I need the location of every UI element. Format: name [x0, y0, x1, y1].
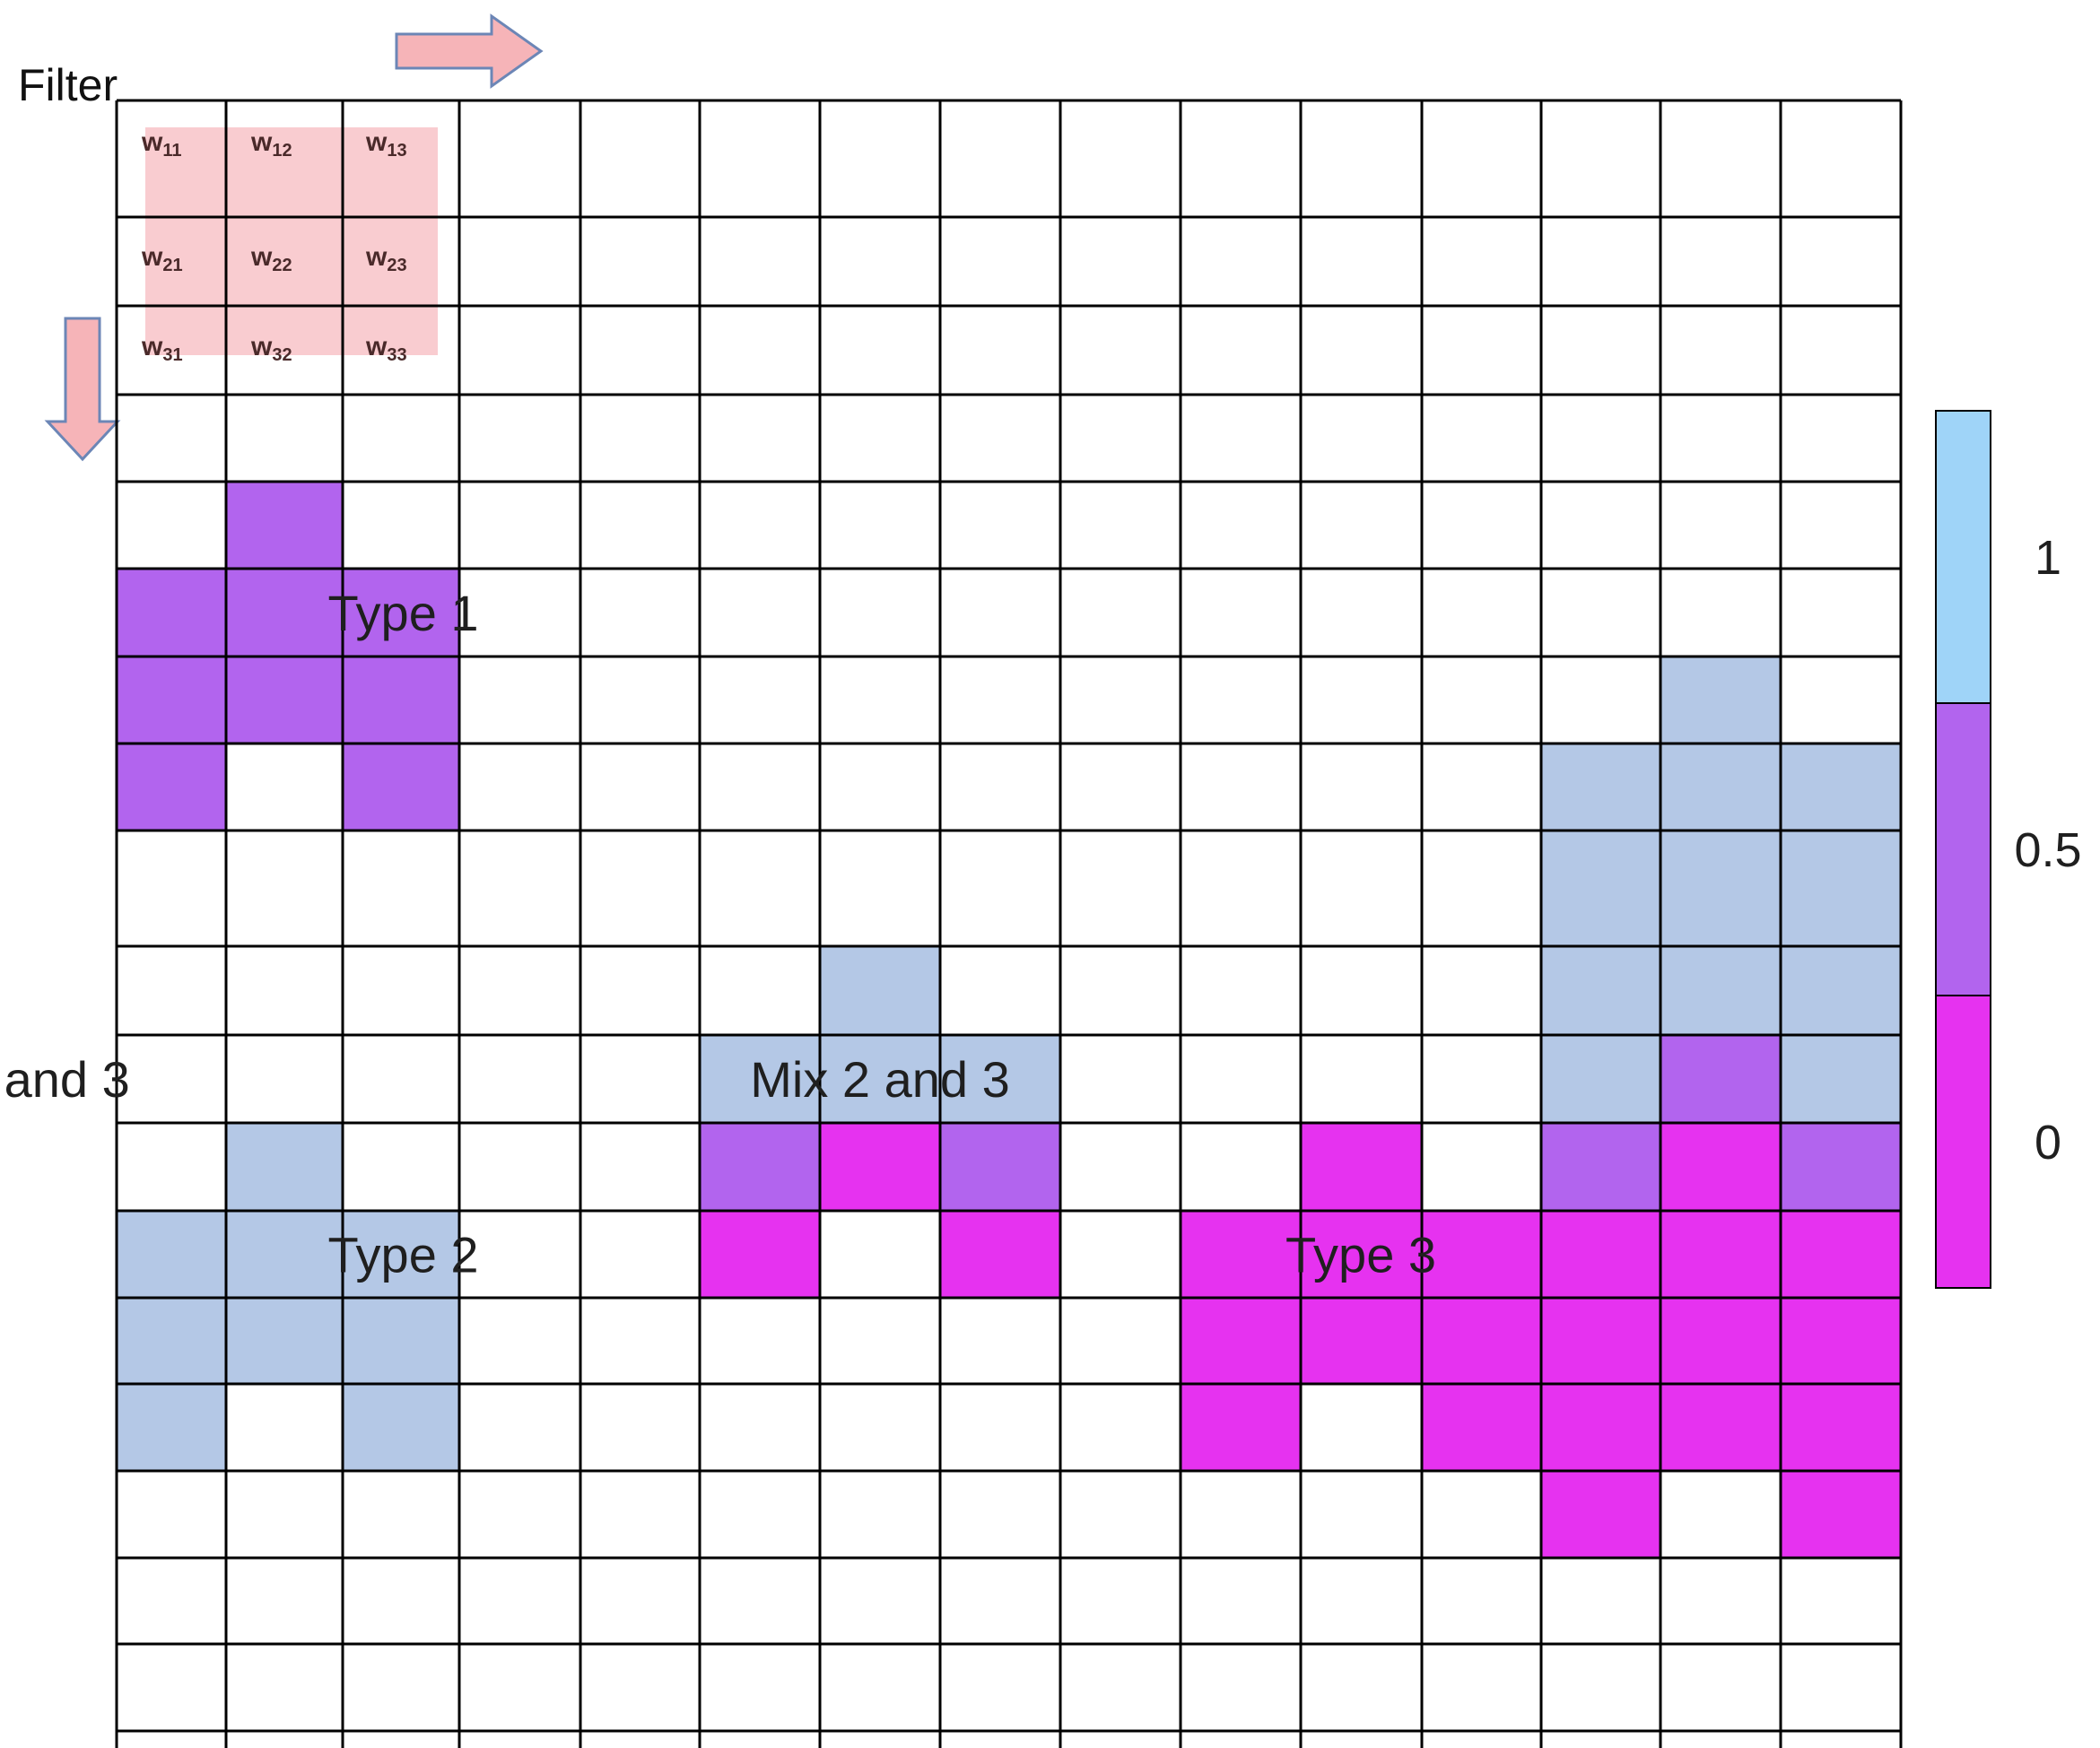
grid-cell: [1541, 831, 1660, 946]
filter-title: Filter: [18, 60, 118, 110]
filter-overlay: [145, 127, 438, 355]
grid-cell: [343, 1384, 459, 1471]
grid-cell: [1301, 1211, 1422, 1298]
region-label: Type 1: [327, 585, 478, 641]
grid-cell: [117, 1384, 226, 1471]
region-label: Mix 2 and 3: [0, 1051, 130, 1108]
grid-cell: [1541, 946, 1660, 1035]
grid-cell: [1660, 1298, 1781, 1384]
grid-cell: [940, 1035, 1060, 1123]
grid-cell: [117, 657, 226, 744]
grid-cell: [940, 1123, 1060, 1211]
colorbar-label: 1: [2035, 531, 2061, 585]
grid-cell: [1781, 1471, 1901, 1558]
grid-cell: [1660, 1384, 1781, 1471]
grid-cell: [343, 744, 459, 831]
grid-cell: [700, 1211, 820, 1298]
colorbar-segment: [1935, 702, 1991, 996]
grid-cell: [1541, 1211, 1660, 1298]
grid-cell: [1301, 1298, 1422, 1384]
filter-weight: w32: [250, 332, 292, 365]
grid-cell: [820, 1035, 940, 1123]
grid-cell: [343, 1298, 459, 1384]
region-labels: Type 1 Type 2 Mix 2 and 3 Type 3 Mix 2 and 3: [0, 585, 1436, 1283]
grid-cell: [1660, 744, 1781, 831]
grid-cell: [1660, 946, 1781, 1035]
grid-cell: [1781, 1035, 1901, 1123]
grid-cell: [1181, 1211, 1301, 1298]
grid-cell: [1422, 1384, 1541, 1471]
grid-cell: [1781, 831, 1901, 946]
grid-cell: [117, 744, 226, 831]
grid-cell: [1541, 1471, 1660, 1558]
grid-cell: [1781, 1384, 1901, 1471]
grid-cell: [820, 1123, 940, 1211]
grid-cell: [117, 1298, 226, 1384]
grid-cell: [1541, 1298, 1660, 1384]
grid-cell: [940, 1211, 1060, 1298]
grid-cell: [1660, 831, 1781, 946]
filter-weight: w33: [365, 332, 407, 365]
grid-lines: [115, 99, 1903, 1748]
grid-cell: [1541, 1123, 1660, 1211]
grid-cell: [343, 1211, 459, 1298]
colorbar-segment: [1935, 410, 1991, 704]
grid-cell: [1781, 946, 1901, 1035]
grid-cell: [226, 657, 343, 744]
grid-cell: [820, 946, 940, 1035]
colorbar-label: 0: [2035, 1116, 2061, 1170]
grid-cell: [1660, 1123, 1781, 1211]
filter-weight: w11: [141, 127, 182, 161]
grid-cell: [226, 569, 343, 657]
grid-cell: [700, 1123, 820, 1211]
grid-cell: [1660, 1035, 1781, 1123]
grid-cell: [226, 482, 343, 569]
grid-cell: [1660, 1211, 1781, 1298]
grid-cell: [1541, 744, 1660, 831]
grid-cell: [343, 569, 459, 657]
grid-cell: [1781, 744, 1901, 831]
grid-cell: [1301, 1123, 1422, 1211]
grid-cell: [1660, 657, 1781, 744]
arrow-down-icon: [44, 317, 121, 462]
colorbar-segment: [1935, 995, 1991, 1289]
grid-cell: [226, 1298, 343, 1384]
region-label: Type 2: [327, 1227, 478, 1283]
grid-cell: [1181, 1298, 1301, 1384]
grid-cell: [1422, 1298, 1541, 1384]
grid-cell: [1541, 1384, 1660, 1471]
grid-cell: [117, 569, 226, 657]
grid-cell: [226, 1211, 343, 1298]
region-label: Type 3: [1285, 1227, 1436, 1283]
colorbar-label: 0.5: [2014, 823, 2081, 877]
grid-cell: [117, 1211, 226, 1298]
grid-cell: [1422, 1211, 1541, 1298]
colorbar: 10.50: [1935, 410, 2082, 1289]
grid-cell: [226, 1123, 343, 1211]
region-label: Mix 2 and 3: [750, 1051, 1010, 1108]
grid-cell: [343, 657, 459, 744]
grid-cells: [117, 482, 1901, 1558]
arrow-right-icon: [395, 13, 544, 89]
grid-cell: [1781, 1298, 1901, 1384]
grid-cell: [1781, 1123, 1901, 1211]
grid-cell: [1181, 1384, 1301, 1471]
grid-cell: [700, 1035, 820, 1123]
grid-cell: [1781, 1211, 1901, 1298]
grid-cell: [1541, 1035, 1660, 1123]
